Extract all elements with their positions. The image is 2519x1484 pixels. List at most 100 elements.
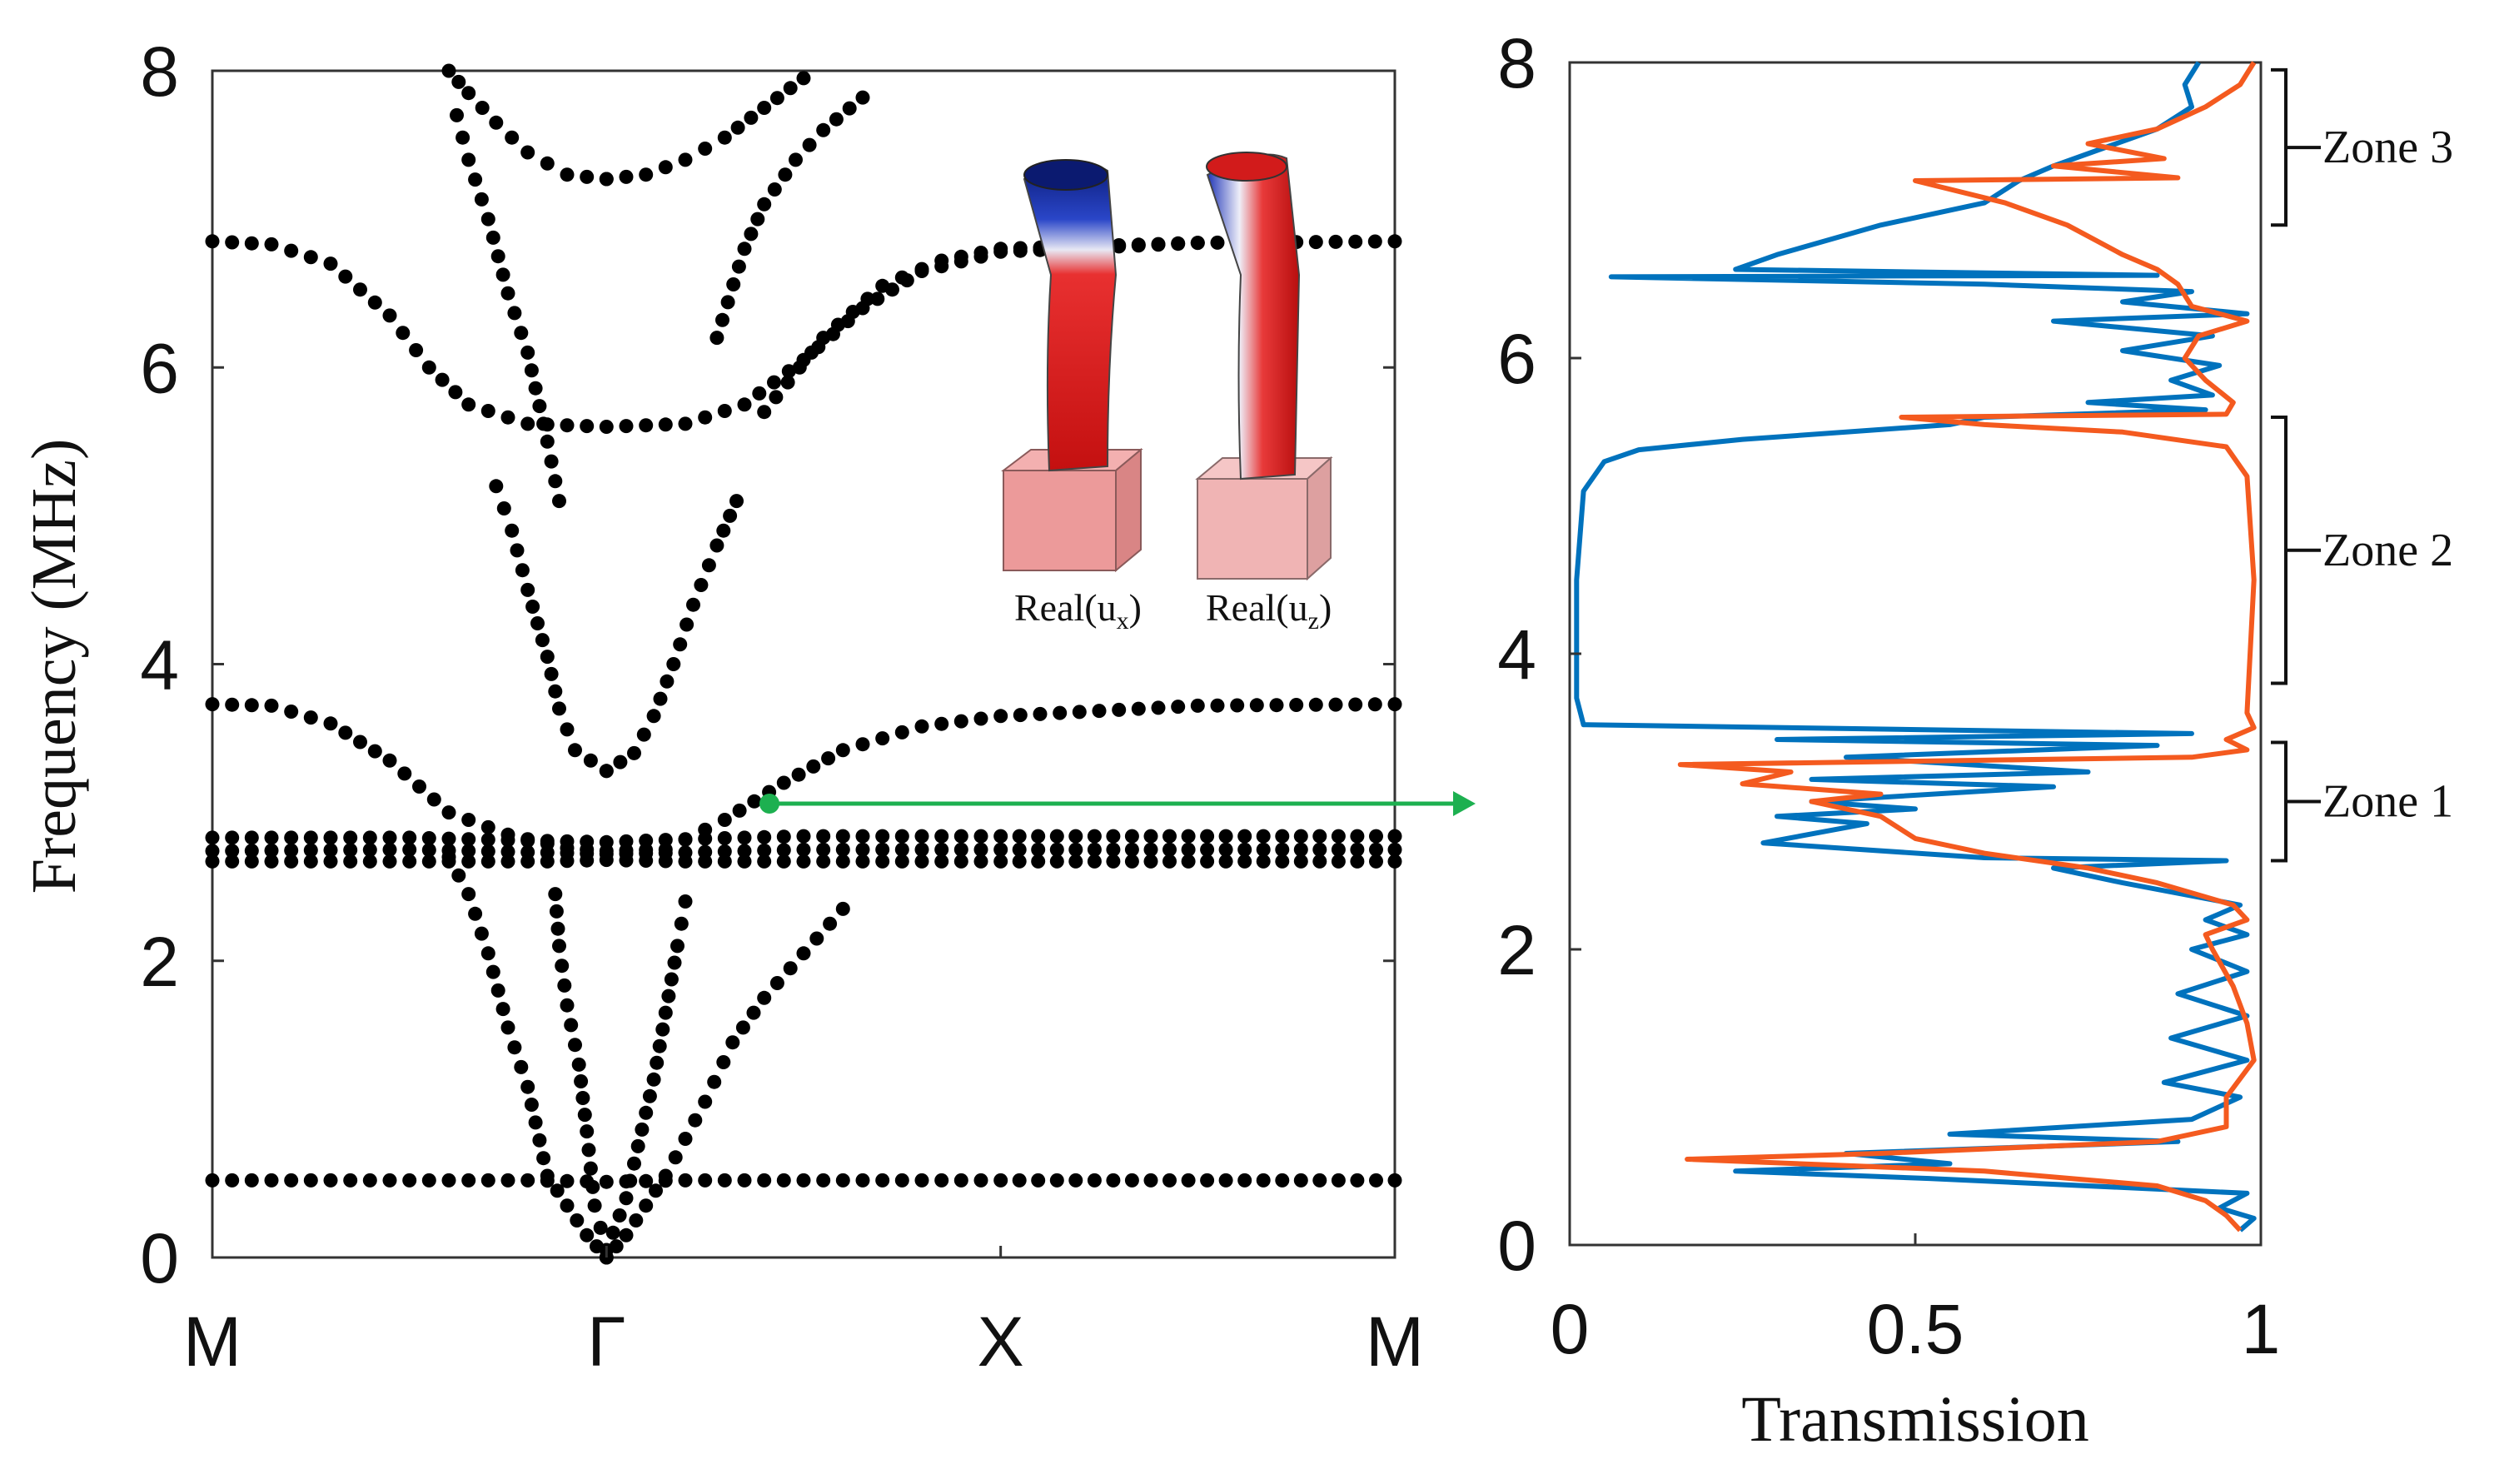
band-point (1237, 1173, 1252, 1188)
band-point (757, 197, 772, 212)
band-point (664, 972, 679, 987)
band-point (1230, 698, 1245, 713)
band-point (791, 767, 806, 782)
band-point (716, 1055, 731, 1069)
band-point (717, 813, 732, 827)
band-point (835, 743, 850, 758)
band-point (816, 854, 831, 869)
band-point (1087, 1173, 1102, 1188)
band-point (914, 1173, 929, 1188)
band-point (1143, 1173, 1158, 1188)
band-point (338, 725, 353, 740)
band-x-tick-label: X (978, 1302, 1024, 1381)
band-point (835, 829, 850, 844)
band-point (658, 417, 673, 432)
band-point (914, 261, 929, 276)
band-point (480, 844, 495, 859)
band-point (536, 416, 551, 431)
band-point (750, 212, 765, 227)
band-point (953, 714, 968, 729)
band-point (514, 1059, 529, 1074)
band-point (480, 946, 495, 961)
band-point (284, 1173, 299, 1188)
band-point (205, 697, 220, 712)
band-point (623, 1173, 638, 1188)
transmission-y-tick-label: 8 (1497, 24, 1536, 102)
band-x-tick-label: M (1366, 1302, 1424, 1381)
band-point (670, 939, 685, 954)
band-point (343, 843, 358, 858)
band-point (744, 110, 759, 125)
band-point (599, 844, 614, 859)
band-point (1369, 829, 1383, 844)
band-point (629, 1213, 644, 1228)
band-point (735, 1020, 750, 1035)
transmission-plot-frame (1568, 61, 2263, 1247)
band-point (560, 167, 575, 182)
band-point (835, 901, 850, 916)
band-point (993, 242, 1008, 256)
band-point (802, 137, 817, 152)
band-point (655, 1022, 670, 1037)
band-point (500, 827, 515, 842)
band-point (520, 1173, 535, 1188)
band-point (225, 854, 240, 869)
band-point (489, 115, 504, 130)
band-point (1348, 234, 1363, 249)
band-point (658, 842, 673, 857)
band-point (1218, 854, 1233, 869)
band-point (461, 854, 476, 869)
band-point (490, 249, 505, 264)
band-point (362, 843, 377, 857)
band-point (1112, 702, 1127, 717)
band-point (552, 701, 566, 716)
band-point (510, 543, 525, 558)
band-point (505, 130, 520, 145)
band-point (1350, 842, 1365, 857)
band-point (1348, 697, 1363, 712)
band-point (514, 326, 529, 341)
band-point (505, 523, 520, 538)
band-point (568, 743, 582, 758)
band-point (580, 1228, 595, 1242)
band-point (500, 1173, 515, 1188)
band-point (1387, 697, 1402, 712)
band-point (284, 243, 299, 258)
band-point (860, 291, 875, 306)
band-point (560, 840, 575, 855)
pillar-ux-top (1023, 159, 1108, 191)
transmission-lines (1574, 61, 2257, 1233)
band-point (650, 1055, 665, 1070)
band-point (619, 1228, 634, 1242)
band-point (993, 842, 1008, 857)
band-point (568, 1038, 582, 1053)
band-point (532, 1133, 547, 1148)
band-point (441, 849, 456, 864)
band-point (1012, 829, 1027, 844)
band-point (875, 278, 890, 293)
band-point (1328, 234, 1343, 249)
band-point (1068, 842, 1083, 857)
band-y-tick-label: 2 (140, 923, 179, 1001)
band-point (809, 931, 824, 946)
transmission-x-tick-label: 0.5 (1867, 1290, 1964, 1368)
band-dots (205, 63, 1402, 1265)
band-point (1256, 842, 1271, 857)
band-point (244, 698, 259, 713)
band-point (1269, 698, 1284, 713)
band-point (698, 410, 713, 425)
band-point (264, 1173, 279, 1188)
band-point (1181, 842, 1196, 857)
inset-label-uz: Real(uz) (1206, 586, 1332, 635)
band-point (757, 854, 772, 869)
band-point (225, 697, 240, 712)
band-point (619, 419, 634, 434)
band-point (441, 831, 456, 846)
band-point (1068, 854, 1083, 869)
band-point (806, 759, 821, 774)
band-point (1033, 706, 1048, 721)
band-point (587, 1198, 602, 1213)
band-point (816, 842, 831, 857)
band-point (894, 842, 909, 857)
